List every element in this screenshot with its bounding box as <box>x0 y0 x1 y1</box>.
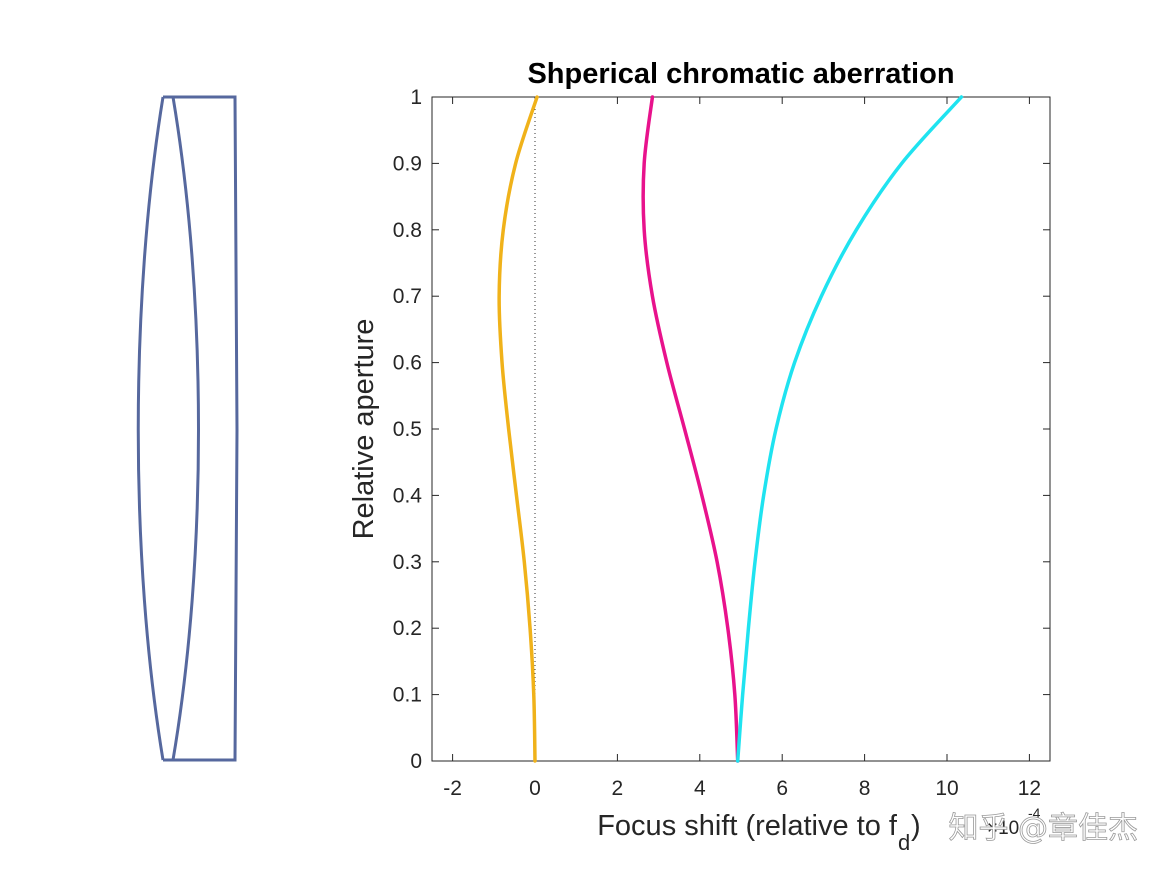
series-line-1 <box>497 95 539 763</box>
x-tick-label: 2 <box>612 777 624 800</box>
lens-convex-element <box>136 96 165 761</box>
x-axis-exponent-power: -4 <box>1028 805 1041 821</box>
series-line-2 <box>641 95 740 763</box>
x-tick-label: 6 <box>776 777 788 800</box>
x-axis-label-subscript: d <box>898 830 910 855</box>
y-tick-label: 0 <box>410 750 422 773</box>
plot-frame <box>431 96 1051 762</box>
watermark: 知乎 @章佳杰 <box>948 811 1138 846</box>
data-series <box>497 95 964 763</box>
x-ticks: -2 0 2 4 6 8 10 12 <box>443 97 1041 800</box>
y-tick-label: 0.3 <box>393 551 422 574</box>
x-tick-label: -2 <box>443 777 462 800</box>
chart-title: Shperical chromatic aberration <box>527 58 954 90</box>
x-axis-exponent-base: ×10 <box>987 818 1019 839</box>
x-axis-exponent: ×10 -4 <box>987 805 1041 839</box>
y-tick-label: 0.8 <box>393 219 422 242</box>
y-tick-label: 0.9 <box>393 152 422 175</box>
y-tick-label: 0.2 <box>393 617 422 640</box>
series-line-3 <box>735 95 964 763</box>
y-tick-label: 0.5 <box>393 418 422 441</box>
y-tick-label: 0.6 <box>393 352 422 375</box>
x-tick-label: 12 <box>1018 777 1041 800</box>
plot-axes: -2 0 2 4 6 8 10 12 0 0.1 0.2 0.3 0.4 0.5 0.6 0.7 0.8 0.9… <box>393 86 1051 800</box>
x-axis-label: Focus shift (relative to f d ) <box>597 810 920 855</box>
y-tick-label: 0.7 <box>393 285 422 308</box>
x-tick-label: 8 <box>859 777 871 800</box>
lens-diagram <box>136 95 239 762</box>
x-tick-label: 10 <box>935 777 958 800</box>
y-ticks: 0 0.1 0.2 0.3 0.4 0.5 0.6 0.7 0.8 0.9 1 <box>393 86 1050 773</box>
y-tick-label: 1 <box>410 86 422 109</box>
y-tick-label: 0.1 <box>393 684 422 707</box>
x-axis-label-tail: ) <box>911 810 921 842</box>
y-axis-label: Relative aperture <box>348 319 380 540</box>
x-tick-label: 0 <box>529 777 541 800</box>
x-tick-label: 4 <box>694 777 706 800</box>
x-axis-label-text: Focus shift (relative to f <box>597 810 898 842</box>
lens-flat-element <box>163 95 239 762</box>
y-tick-label: 0.4 <box>393 484 423 507</box>
lens-concave-element <box>171 96 200 761</box>
